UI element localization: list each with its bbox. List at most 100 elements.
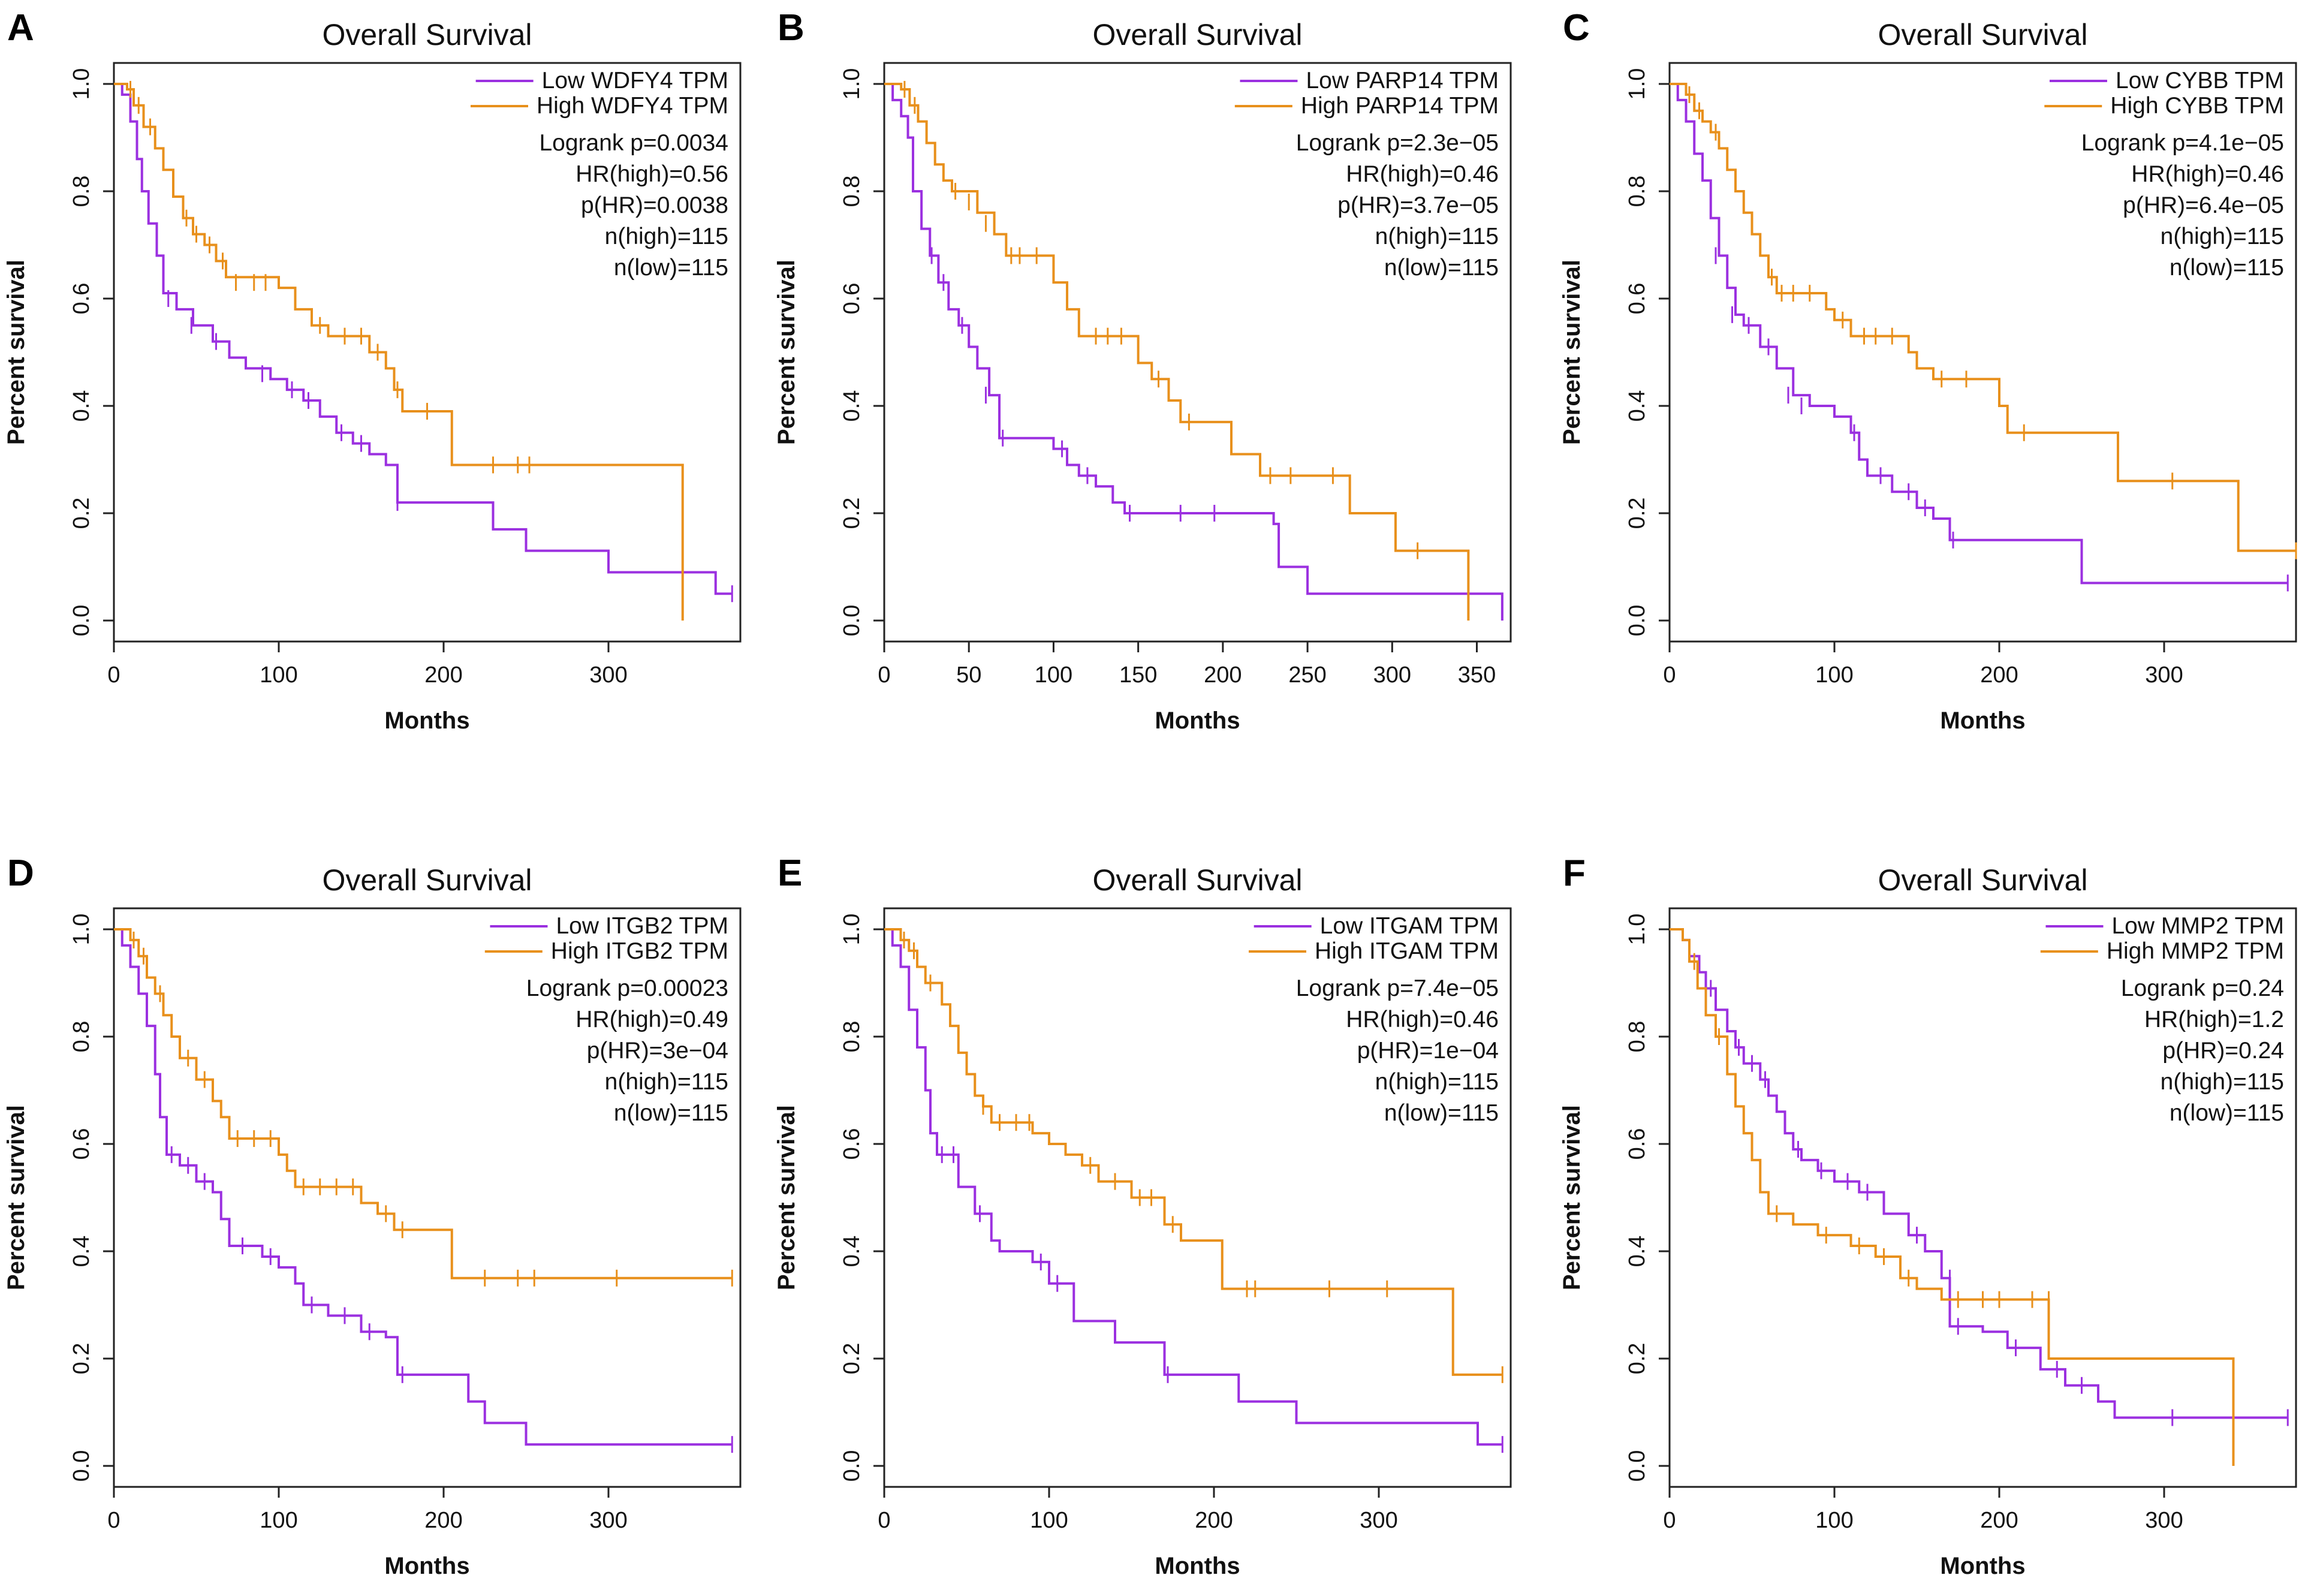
panel-a-stat-annotation: HR(high)=0.56 [576, 161, 728, 187]
panel-e-y-tick-label: 0.2 [839, 1343, 864, 1375]
panel-a-x-tick-label: 200 [424, 663, 462, 688]
panel-d-stat-annotation: p(HR)=3e−04 [587, 1038, 728, 1064]
panel-c-stat-annotation: HR(high)=0.46 [2131, 161, 2284, 187]
panel-b-legend-label: High PARP14 TPM [1301, 93, 1499, 119]
panel-a-series-low-line [114, 83, 733, 595]
panel-e-y-axis-label: Percent survival [773, 1105, 800, 1290]
panel-a-y-tick-label: 0.4 [69, 390, 94, 422]
panel-e-plot-frame [883, 907, 1512, 1488]
panel-e-x-tick-label: 200 [1195, 1508, 1233, 1533]
panel-b-series-high-line [884, 83, 1470, 621]
panel-b-series-low-line [884, 83, 1503, 621]
panel-d-x-tick-label: 100 [260, 1508, 297, 1533]
panel-f-y-tick-label: 0.0 [1625, 1450, 1650, 1482]
panel-c-stat-annotation: n(high)=115 [2161, 224, 2284, 249]
panel-e-y-tick-label: 0.4 [839, 1236, 864, 1267]
panel-b-plot-frame [883, 62, 1512, 643]
panel-f-series-high-line [1670, 928, 2235, 1466]
panel-b-y-tick-label: 0.6 [839, 283, 864, 315]
panel-e-title: Overall Survival [1092, 863, 1302, 897]
panel-f-y-tick-label: 1.0 [1625, 914, 1650, 945]
panel-e-y-tick-label: 1.0 [839, 914, 864, 945]
panel-a: A Overall Survival 0 100 200 300 0.0 0.2 0.4 0.6 0… [3, 7, 742, 734]
panel-b-x-tick-label: 300 [1373, 663, 1411, 688]
panel-b-x-tick-label: 150 [1119, 663, 1157, 688]
panel-d-y-tick-label: 0.0 [69, 1450, 94, 1482]
panel-f-y-tick-label: 0.6 [1625, 1128, 1650, 1160]
panel-f-x-axis-label: Months [1940, 1553, 2025, 1579]
panel-b-stat-annotation: Logrank p=2.3e−05 [1296, 130, 1499, 156]
panel-d-legend-label: Low ITGB2 TPM [556, 913, 728, 939]
panel-a-x-tick-label: 0 [107, 663, 120, 688]
panel-b-x-tick-label: 100 [1035, 663, 1072, 688]
panel-b-x-tick-label: 250 [1288, 663, 1326, 688]
panel-e-legend-label: Low ITGAM TPM [1320, 913, 1499, 939]
panel-a-y-tick-label: 0.6 [69, 283, 94, 315]
panel-d-stat-annotation: n(low)=115 [614, 1100, 728, 1126]
panel-d-series-low-line [114, 928, 733, 1446]
panel-b-x-tick-label: 350 [1458, 663, 1496, 688]
panel-d-y-tick-label: 0.6 [69, 1128, 94, 1160]
panel-b-x-tick-label: 50 [956, 663, 981, 688]
panel-a-stat-annotation: n(low)=115 [614, 255, 728, 281]
panel-b-y-tick-label: 0.2 [839, 498, 864, 529]
panel-f: F Overall Survival 0 100 200 300 0.0 0.2 0.4 0.6 0… [1559, 853, 2297, 1579]
panel-a-y-tick-label: 1.0 [69, 68, 94, 100]
panel-c-y-tick-label: 0.2 [1625, 498, 1650, 529]
panel-a-letter: A [7, 7, 34, 49]
panel-c-title: Overall Survival [1878, 18, 2087, 52]
panel-e-x-tick-label: 100 [1030, 1508, 1068, 1533]
panel-f-stat-annotation: n(high)=115 [2161, 1069, 2284, 1095]
panel-b-x-tick-label: 0 [878, 663, 890, 688]
panel-c-y-tick-label: 0.4 [1625, 390, 1650, 422]
panel-f-letter: F [1563, 853, 1586, 894]
panel-e-x-axis-label: Months [1155, 1553, 1240, 1579]
panel-a-legend-label: Low WDFY4 TPM [542, 68, 728, 94]
panel-f-x-tick-label: 100 [1815, 1508, 1853, 1533]
panel-f-x-tick-label: 200 [1980, 1508, 2018, 1533]
panel-c-x-axis-label: Months [1940, 707, 2025, 734]
panel-d-stat-annotation: Logrank p=0.00023 [526, 975, 728, 1001]
panel-b: B Overall Survival 0 50 100 150 200 250 300 350 0.… [773, 7, 1512, 734]
panel-e-y-tick-label: 0.6 [839, 1128, 864, 1160]
panel-d-stat-annotation: HR(high)=0.49 [576, 1007, 728, 1032]
panel-a-stat-annotation: n(high)=115 [605, 224, 728, 249]
panel-a-y-tick-label: 0.8 [69, 176, 94, 207]
panel-e-letter: E [778, 853, 802, 894]
panel-c-y-tick-label: 0.8 [1625, 176, 1650, 207]
panel-f-stat-annotation: Logrank p=0.24 [2121, 975, 2284, 1001]
panel-b-x-axis-label: Months [1155, 707, 1240, 734]
panel-a-x-tick-label: 300 [589, 663, 627, 688]
panel-b-y-tick-label: 1.0 [839, 68, 864, 100]
panel-f-x-tick-label: 300 [2145, 1508, 2183, 1533]
panel-d-series-high-line [114, 928, 733, 1279]
panel-d-y-axis-label: Percent survival [3, 1105, 29, 1290]
panel-e-x-tick-label: 300 [1360, 1508, 1397, 1533]
panel-d-y-tick-label: 0.8 [69, 1021, 94, 1053]
panel-b-legend-label: Low PARP14 TPM [1306, 68, 1499, 94]
panel-a-y-axis-label: Percent survival [3, 260, 29, 445]
panel-f-legend-label: High MMP2 TPM [2107, 938, 2284, 964]
panel-f-stat-annotation: n(low)=115 [2170, 1100, 2284, 1126]
panel-d: D Overall Survival 0 100 200 300 0.0 0.2 0.4 0.6 0… [3, 853, 742, 1579]
panel-f-stat-annotation: HR(high)=1.2 [2144, 1007, 2284, 1032]
panel-b-stat-annotation: n(high)=115 [1375, 224, 1499, 249]
panel-e-stat-annotation: p(HR)=1e−04 [1357, 1038, 1499, 1064]
panel-b-stat-annotation: p(HR)=3.7e−05 [1337, 192, 1499, 218]
panel-e-y-tick-label: 0.8 [839, 1021, 864, 1053]
panel-e-stat-annotation: Logrank p=7.4e−05 [1296, 975, 1499, 1001]
panel-d-y-tick-label: 1.0 [69, 914, 94, 945]
panel-c-x-tick-label: 100 [1815, 663, 1853, 688]
panel-b-letter: B [778, 7, 805, 49]
panel-a-stat-annotation: p(HR)=0.0038 [581, 192, 728, 218]
panel-f-series-low-line [1670, 928, 2288, 1419]
panel-a-x-axis-label: Months [384, 707, 469, 734]
panel-c-plot-frame [1668, 62, 2297, 643]
panel-c-x-tick-label: 200 [1980, 663, 2018, 688]
panel-f-stat-annotation: p(HR)=0.24 [2162, 1038, 2284, 1064]
panel-f-y-tick-label: 0.2 [1625, 1343, 1650, 1375]
panel-b-stat-annotation: n(low)=115 [1384, 255, 1499, 281]
panel-a-y-tick-label: 0.2 [69, 498, 94, 529]
panel-d-x-axis-label: Months [384, 1553, 469, 1579]
